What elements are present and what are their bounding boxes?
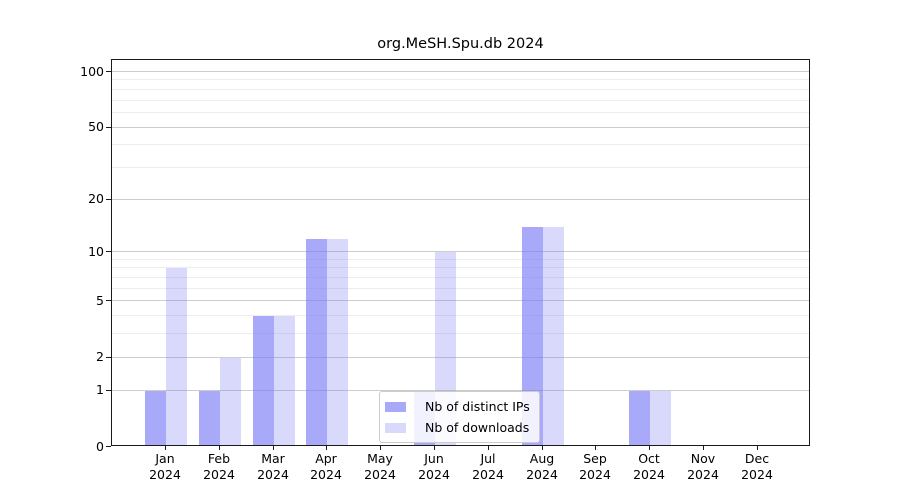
y-tick-label-100: 100 [80,64,104,79]
legend-label-downloads: Nb of downloads [425,420,530,435]
x-tick-label-apr: Apr 2024 [310,451,342,482]
minor-gridline-8 [111,267,810,268]
legend-item-distinct-ips: Nb of distinct IPs [385,396,530,417]
major-gridline-20 [111,199,810,200]
bar-downloads-jan [166,268,187,445]
x-tick-mark-oct [649,446,650,450]
x-tick-mark-aug [542,446,543,450]
x-tick-mark-jun [434,446,435,450]
gridlines-layer [111,59,810,446]
y-tick-label-2: 2 [96,349,104,364]
x-tick-label-jan: Jan 2024 [149,451,181,482]
x-tick-mark-dec [757,446,758,450]
x-tick-label-sep: Sep 2024 [579,451,611,482]
bar-distinct-ips-jan [145,390,166,445]
y-tick-label-5: 5 [96,293,104,308]
y-tick-mark-50 [106,127,111,128]
minor-gridline-70 [111,100,810,101]
minor-gridline-7 [111,277,810,278]
y-tick-mark-20 [106,199,111,200]
minor-gridline-4 [111,315,810,316]
y-tick-mark-100 [106,71,111,72]
major-gridline-10 [111,251,810,252]
x-tick-mark-feb [219,446,220,450]
minor-gridline-40 [111,144,810,145]
legend-swatch-distinct-ips [385,401,406,412]
major-gridline-50 [111,127,810,128]
chart-title: org.MeSH.Spu.db 2024 [377,36,544,52]
minor-gridline-3 [111,333,810,334]
x-tick-mark-nov [703,446,704,450]
x-tick-mark-jul [488,446,489,450]
major-gridline-5 [111,300,810,301]
x-tick-label-dec: Dec 2024 [741,451,773,482]
bar-downloads-aug [542,226,564,445]
minor-gridline-6 [111,288,810,289]
legend: Nb of distinct IPs Nb of downloads [379,391,540,443]
plot-area [111,59,810,446]
x-tick-label-mar: Mar 2024 [257,451,289,482]
bar-downloads-mar [273,316,295,445]
y-tick-mark-0 [106,446,111,447]
y-tick-label-10: 10 [88,244,104,259]
y-tick-label-20: 20 [88,191,104,206]
major-gridline-2 [111,357,810,358]
minor-gridline-90 [111,79,810,80]
y-tick-label-50: 50 [88,119,104,134]
legend-swatch-downloads [385,422,406,433]
x-tick-mark-mar [273,446,274,450]
bar-downloads-feb [219,357,241,445]
x-tick-mark-apr [326,446,327,450]
x-tick-label-nov: Nov 2024 [687,451,719,482]
bar-distinct-ips-feb [198,390,220,445]
minor-gridline-80 [111,89,810,90]
y-tick-mark-5 [106,300,111,301]
major-gridline-100 [111,71,810,72]
x-tick-mark-may [380,446,381,450]
x-tick-label-may: May 2024 [364,451,396,482]
x-tick-mark-jan [165,446,166,450]
y-tick-mark-2 [106,357,111,358]
y-tick-label-0: 0 [96,439,104,454]
legend-item-downloads: Nb of downloads [385,417,530,438]
x-tick-label-jun: Jun 2024 [418,451,450,482]
y-tick-label-1: 1 [96,382,104,397]
legend-label-distinct-ips: Nb of distinct IPs [425,399,530,414]
bar-distinct-ips-oct [629,390,651,445]
bar-distinct-ips-apr [306,238,328,445]
major-gridline-1 [111,390,810,391]
y-tick-mark-1 [106,390,111,391]
x-tick-label-oct: Oct 2024 [633,451,665,482]
bar-distinct-ips-mar [252,316,274,445]
x-tick-mark-sep [595,446,596,450]
y-tick-mark-10 [106,251,111,252]
x-tick-label-aug: Aug 2024 [526,451,558,482]
x-tick-label-feb: Feb 2024 [203,451,235,482]
minor-gridline-9 [111,259,810,260]
bar-downloads-oct [650,390,672,445]
x-tick-label-jul: Jul 2024 [472,451,504,482]
minor-gridline-30 [111,167,810,168]
bar-downloads-apr [327,238,349,445]
minor-gridline-60 [111,112,810,113]
bar-distinct-ips-aug [521,226,543,445]
